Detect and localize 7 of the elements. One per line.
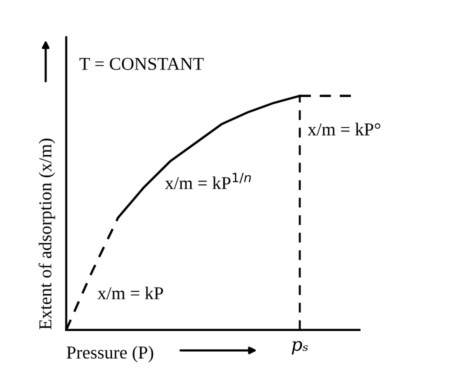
x-axis-title: Pressure (P) xyxy=(66,346,154,362)
y-axis-title: Extent of adsorption (x/m) xyxy=(38,138,56,330)
annotation: x/m = kP xyxy=(98,286,164,300)
text: pₛ xyxy=(292,341,308,354)
text: T = CONSTANT xyxy=(80,58,204,70)
annotation: x/m = kP$^{1/n}$ xyxy=(164,172,251,190)
annotation: x/m = kP° xyxy=(308,122,380,136)
